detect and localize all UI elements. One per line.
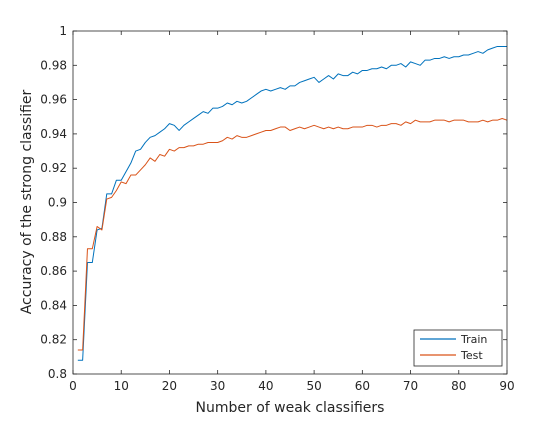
x-tick-label: 30: [210, 379, 225, 393]
y-axis-ticks: 0.8 0.82 0.84 0.86 0.88 0.9 0.92 0.94 0.96 0.98 1: [40, 24, 507, 381]
x-tick-label: 70: [403, 379, 418, 393]
legend-label-test: Test: [460, 349, 483, 362]
x-tick-label: 10: [114, 379, 129, 393]
x-axis-ticks: 0 10 20 30 40 50 60 70 80 90: [69, 31, 515, 393]
plot-frame: [72, 30, 508, 375]
x-tick-label: 40: [258, 379, 273, 393]
series-lines: [77, 45, 508, 361]
y-tick-label: 0.88: [40, 230, 67, 244]
x-tick-label: 50: [306, 379, 321, 393]
y-axis-label: Accuracy of the strong classifier: [19, 89, 35, 314]
x-tick-label: 0: [69, 379, 77, 393]
series-line-train: [77, 45, 507, 361]
y-tick-label: 0.96: [40, 93, 67, 107]
y-tick-label: 0.92: [40, 161, 67, 175]
plot-background: [73, 31, 507, 374]
y-tick-label: 0.82: [40, 333, 67, 347]
x-tick-label: 20: [162, 379, 177, 393]
legend: Train Test: [413, 329, 503, 367]
y-tick-label: 0.84: [40, 298, 67, 312]
series-line-test: [77, 117, 508, 351]
y-tick-label: 0.9: [48, 196, 67, 210]
x-tick-label: 90: [499, 379, 514, 393]
y-tick-label: 1: [59, 24, 67, 38]
x-tick-label: 60: [355, 379, 370, 393]
legend-box: [413, 329, 503, 367]
x-tick-label: 80: [451, 379, 466, 393]
y-tick-label: 0.86: [40, 264, 67, 278]
legend-label-train: Train: [460, 333, 487, 346]
x-axis-label: Number of weak classifiers: [196, 400, 385, 416]
y-tick-label: 0.94: [40, 127, 67, 141]
y-tick-label: 0.8: [48, 367, 67, 381]
y-tick-label: 0.98: [40, 58, 67, 72]
